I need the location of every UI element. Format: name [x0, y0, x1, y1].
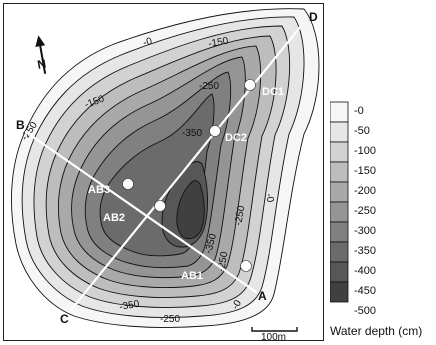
- legend-swatch: [330, 242, 348, 262]
- legend-title: Water depth (cm): [330, 324, 422, 338]
- depth-bands: [11, 9, 319, 328]
- legend-level-label: -500: [354, 305, 376, 317]
- map-frame: -0 -150 -250 -150 -250 -350 -0 -250 -350…: [3, 3, 324, 341]
- legend-level-label: -300: [354, 225, 376, 237]
- north-label: N: [36, 57, 47, 72]
- transect-label-a: A: [258, 289, 267, 303]
- sampling-point-label-ab1: AB1: [181, 270, 203, 282]
- sampling-point-marker: [123, 179, 134, 190]
- sampling-point-label-ab2: AB2: [103, 212, 125, 224]
- legend-swatch: [330, 122, 348, 142]
- legend-level-label: -50: [354, 125, 370, 137]
- transect-label-b: B: [16, 118, 25, 132]
- scale-bar-line: [252, 327, 297, 331]
- legend-swatch: [330, 262, 348, 282]
- legend-swatch: [330, 282, 348, 302]
- legend-level-label: -450: [354, 285, 376, 297]
- legend-swatch: [330, 162, 348, 182]
- legend-level-label: -200: [354, 185, 376, 197]
- contour-label: -350: [182, 128, 202, 139]
- scale-bar-label: 100m: [261, 332, 286, 341]
- legend-swatch: [330, 202, 348, 222]
- sampling-point-label-dc1: DC1: [262, 86, 284, 98]
- legend-swatch: [330, 222, 348, 242]
- sampling-point-marker: [245, 80, 256, 91]
- legend-level-label: -350: [354, 245, 376, 257]
- transect-label-d: D: [309, 10, 318, 24]
- north-arrow: N: [32, 34, 50, 74]
- north-arrow-head: [33, 34, 45, 47]
- legend-level-label: -0: [354, 105, 364, 117]
- legend-level-label: -150: [354, 165, 376, 177]
- contour-label: -250: [160, 314, 180, 325]
- legend-swatch: [330, 102, 348, 122]
- sampling-point-label-dc2: DC2: [225, 132, 247, 144]
- contour-label: -250: [199, 81, 219, 92]
- legend-level-label: -250: [354, 205, 376, 217]
- legend-level-label: -400: [354, 265, 376, 277]
- legend-swatch: [330, 142, 348, 162]
- sampling-point-label-ab3: AB3: [88, 184, 110, 196]
- legend-colorbar: -0 -50 -100 -150 -200 -250 -300 -350 -400 -450 -50…: [330, 100, 436, 325]
- sampling-point-marker: [155, 201, 166, 212]
- legend-swatch: [330, 182, 348, 202]
- bathymetry-map: -0 -150 -250 -150 -250 -350 -0 -250 -350…: [4, 4, 324, 341]
- transect-label-c: C: [60, 312, 69, 326]
- scale-bar: 100m: [252, 327, 297, 341]
- sampling-point-marker: [210, 126, 221, 137]
- sampling-point-marker: [241, 261, 252, 272]
- legend-level-label: -100: [354, 145, 376, 157]
- depth-legend: -0 -50 -100 -150 -200 -250 -300 -350 -400 -450 -50…: [330, 100, 436, 345]
